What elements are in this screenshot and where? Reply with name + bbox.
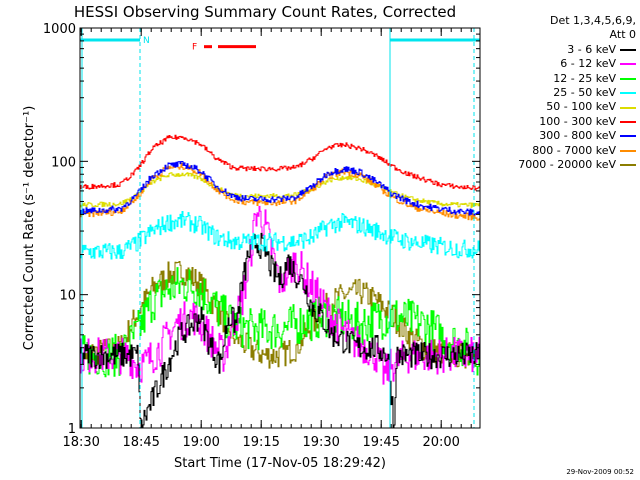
legend-entry-label: 12 - 25 keV bbox=[553, 71, 616, 85]
legend-entry: 100 - 300 keV bbox=[492, 115, 636, 129]
legend-swatch bbox=[620, 164, 636, 167]
timestamp-footer: 29-Nov-2009 00:52 bbox=[566, 468, 634, 476]
legend-swatch bbox=[620, 49, 636, 51]
legend-entry: 7000 - 20000 keV bbox=[492, 158, 636, 172]
legend-entry-label: 300 - 800 keV bbox=[539, 129, 616, 143]
flare-label: F bbox=[192, 43, 197, 53]
legend-header-line-1: Det 1,3,4,5,6,9, bbox=[549, 14, 636, 27]
y-tick-label: 10 bbox=[59, 289, 76, 304]
x-tick-label: 19:00 bbox=[182, 435, 219, 450]
y-axis-label: Corrected Count Rate (s⁻¹ detector⁻¹) bbox=[22, 106, 37, 351]
y-tick-label: 1 bbox=[68, 422, 76, 437]
series-100-300-keV-kev-line bbox=[80, 134, 480, 191]
series-12-25-keV-kev-line bbox=[80, 267, 480, 378]
x-tick-label: 19:30 bbox=[302, 435, 339, 450]
series-path bbox=[80, 162, 480, 221]
legend-swatch bbox=[620, 77, 636, 80]
x-tick-label: 20:00 bbox=[422, 435, 459, 450]
legend-swatch bbox=[620, 63, 636, 66]
series-path bbox=[80, 210, 480, 260]
y-tick-label: 100 bbox=[51, 155, 76, 170]
legend-swatch bbox=[620, 149, 636, 152]
series-path bbox=[80, 160, 480, 216]
series-path bbox=[80, 134, 480, 191]
legend-swatch bbox=[620, 120, 636, 123]
chart-title: HESSI Observing Summary Count Rates, Cor… bbox=[74, 3, 456, 21]
legend-entry: 6 - 12 keV bbox=[492, 57, 636, 71]
series-layer bbox=[80, 134, 480, 428]
legend-entry-label: 800 - 7000 keV bbox=[532, 143, 616, 157]
x-tick-label: 18:30 bbox=[62, 435, 99, 450]
legend-entry-label: 7000 - 20000 keV bbox=[518, 157, 616, 171]
legend-entry-label: 100 - 300 keV bbox=[539, 114, 616, 128]
legend-entry: 12 - 25 keV bbox=[492, 72, 636, 86]
legend-entry: 300 - 800 keV bbox=[492, 129, 636, 143]
legend-entry: 3 - 6 keV bbox=[492, 43, 636, 57]
legend-entry-label: 50 - 100 keV bbox=[546, 100, 616, 114]
x-axis-label: Start Time (17-Nov-05 18:29:42) bbox=[174, 456, 386, 471]
legend-entry: 800 - 7000 keV bbox=[492, 144, 636, 158]
legend-entry-label: 6 - 12 keV bbox=[560, 57, 616, 71]
legend-entry-label: 3 - 6 keV bbox=[567, 42, 616, 56]
series-path bbox=[80, 267, 480, 378]
x-tick-label: 19:45 bbox=[362, 435, 399, 450]
legend-entry: 50 - 100 keV bbox=[492, 100, 636, 114]
legend-entry: 25 - 50 keV bbox=[492, 86, 636, 100]
legend-rows: 3 - 6 keV 6 - 12 keV 12 - 25 keV 25 - 50 ke… bbox=[492, 43, 636, 173]
legend-header-line-2: Att 0 bbox=[609, 28, 636, 42]
x-tick-label: 19:15 bbox=[242, 435, 279, 450]
legend-swatch bbox=[620, 92, 636, 95]
annotation-layer: NF bbox=[80, 28, 480, 428]
legend-entry-label: 25 - 50 keV bbox=[553, 85, 616, 99]
series-3-6-keV-kev-line bbox=[80, 232, 480, 428]
y-tick-label: 1000 bbox=[43, 22, 76, 37]
series-800-7000-keV-kev-line bbox=[80, 162, 480, 221]
night-label: N bbox=[143, 36, 150, 46]
axes-layer: 18:30 18:45 19:00 19:15 19:30 19:45 20:00 1 10 10… bbox=[43, 22, 480, 450]
legend: Det 1,3,4,5,6,9, Att 0 3 - 6 keV 6 - 12 k… bbox=[492, 14, 636, 172]
x-tick-label: 18:45 bbox=[122, 435, 159, 450]
plot-frame bbox=[79, 27, 481, 429]
legend-swatch bbox=[620, 106, 636, 109]
series-25-50-keV-kev-line bbox=[80, 210, 480, 260]
series-300-800-keV-kev-line bbox=[80, 160, 480, 216]
legend-swatch bbox=[620, 135, 636, 138]
series-path bbox=[80, 232, 480, 428]
